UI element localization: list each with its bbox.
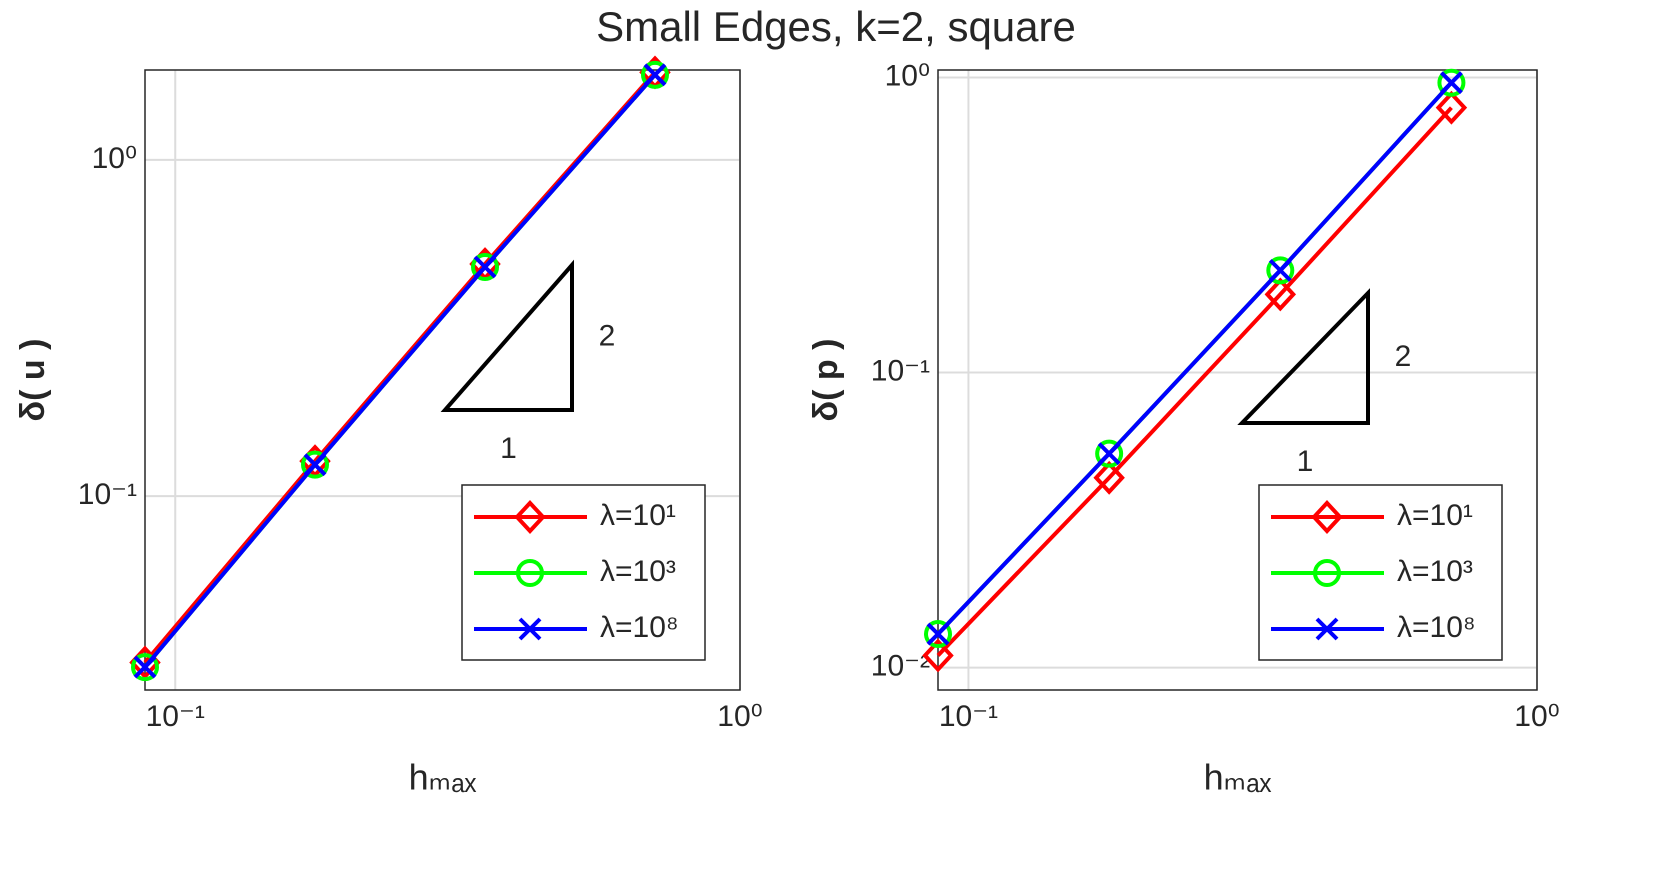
slope-triangle	[1237, 288, 1370, 425]
marker	[640, 60, 669, 89]
annotation: 1	[500, 432, 517, 465]
x-tick-label: 10⁻¹	[939, 700, 998, 733]
figure-title: Small Edges, k=2, square	[596, 3, 1076, 50]
y-tick-label: 10⁰	[92, 142, 137, 175]
annotation: 2	[1395, 340, 1412, 373]
marker	[1440, 71, 1463, 95]
marker	[1435, 90, 1468, 125]
y-tick-label: 10⁰	[885, 59, 930, 92]
marker	[1437, 68, 1466, 97]
marker	[1266, 256, 1295, 285]
legend-marker	[1311, 500, 1343, 534]
marker	[924, 620, 952, 649]
x-tick-label: 10⁰	[1514, 700, 1559, 733]
legend-label: λ=10⁸	[600, 611, 679, 644]
legend-marker	[516, 559, 544, 587]
legend-label: λ=10¹	[600, 499, 676, 532]
marker	[471, 253, 500, 282]
legend-marker	[514, 500, 546, 534]
axes: 10⁻¹ 10⁰ 10⁻² 10⁻¹ 10⁰ hₘₐₓ δ( p ) 2 1	[807, 59, 1560, 797]
marker	[473, 255, 497, 279]
marker	[303, 453, 327, 477]
marker	[131, 653, 159, 682]
legend-label: λ=10³	[600, 555, 676, 588]
annotation: 1	[1297, 445, 1314, 478]
marker	[1268, 258, 1292, 282]
x-axis-label: hₘₐₓ	[1204, 757, 1272, 798]
marker	[643, 63, 667, 87]
legend-marker	[1315, 617, 1339, 641]
y-tick-label: 10⁻¹	[78, 478, 137, 511]
legend: λ=10¹ λ=10³ λ=10⁸	[1258, 484, 1503, 661]
series-line	[936, 106, 1453, 657]
legend-label: λ=10¹	[1397, 499, 1473, 532]
marker	[1093, 460, 1125, 495]
marker	[1095, 439, 1124, 468]
marker	[1097, 442, 1121, 466]
series-line	[143, 73, 657, 669]
legend-label: λ=10³	[1397, 555, 1473, 588]
marker	[922, 638, 954, 673]
y-tick-label: 10⁻¹	[871, 354, 930, 387]
legend-marker	[1313, 559, 1341, 587]
legend-marker	[518, 617, 542, 641]
annotation: 2	[599, 319, 616, 352]
series-line	[936, 81, 1453, 636]
x-axis-label: hₘₐₓ	[409, 757, 477, 798]
marker	[133, 655, 157, 679]
legend-label: λ=10⁸	[1397, 611, 1476, 644]
slope-triangle	[440, 259, 574, 412]
marker	[926, 622, 950, 646]
axes: 10⁻¹ 10⁰ 10⁻¹ 10⁰ hₘₐₓ δ( u ) 2 1	[14, 55, 763, 798]
y-tick-label: 10⁻²	[871, 650, 930, 683]
y-axis-label: δ( u )	[14, 339, 52, 422]
axes-box	[144, 69, 741, 691]
axes-box	[937, 69, 1538, 691]
legend: λ=10¹ λ=10³ λ=10⁸	[461, 484, 706, 661]
x-tick-label: 10⁰	[717, 700, 762, 733]
y-axis-label: δ( p )	[807, 339, 845, 422]
marker	[1264, 277, 1297, 312]
marker	[301, 450, 330, 479]
x-tick-label: 10⁻¹	[146, 700, 205, 733]
